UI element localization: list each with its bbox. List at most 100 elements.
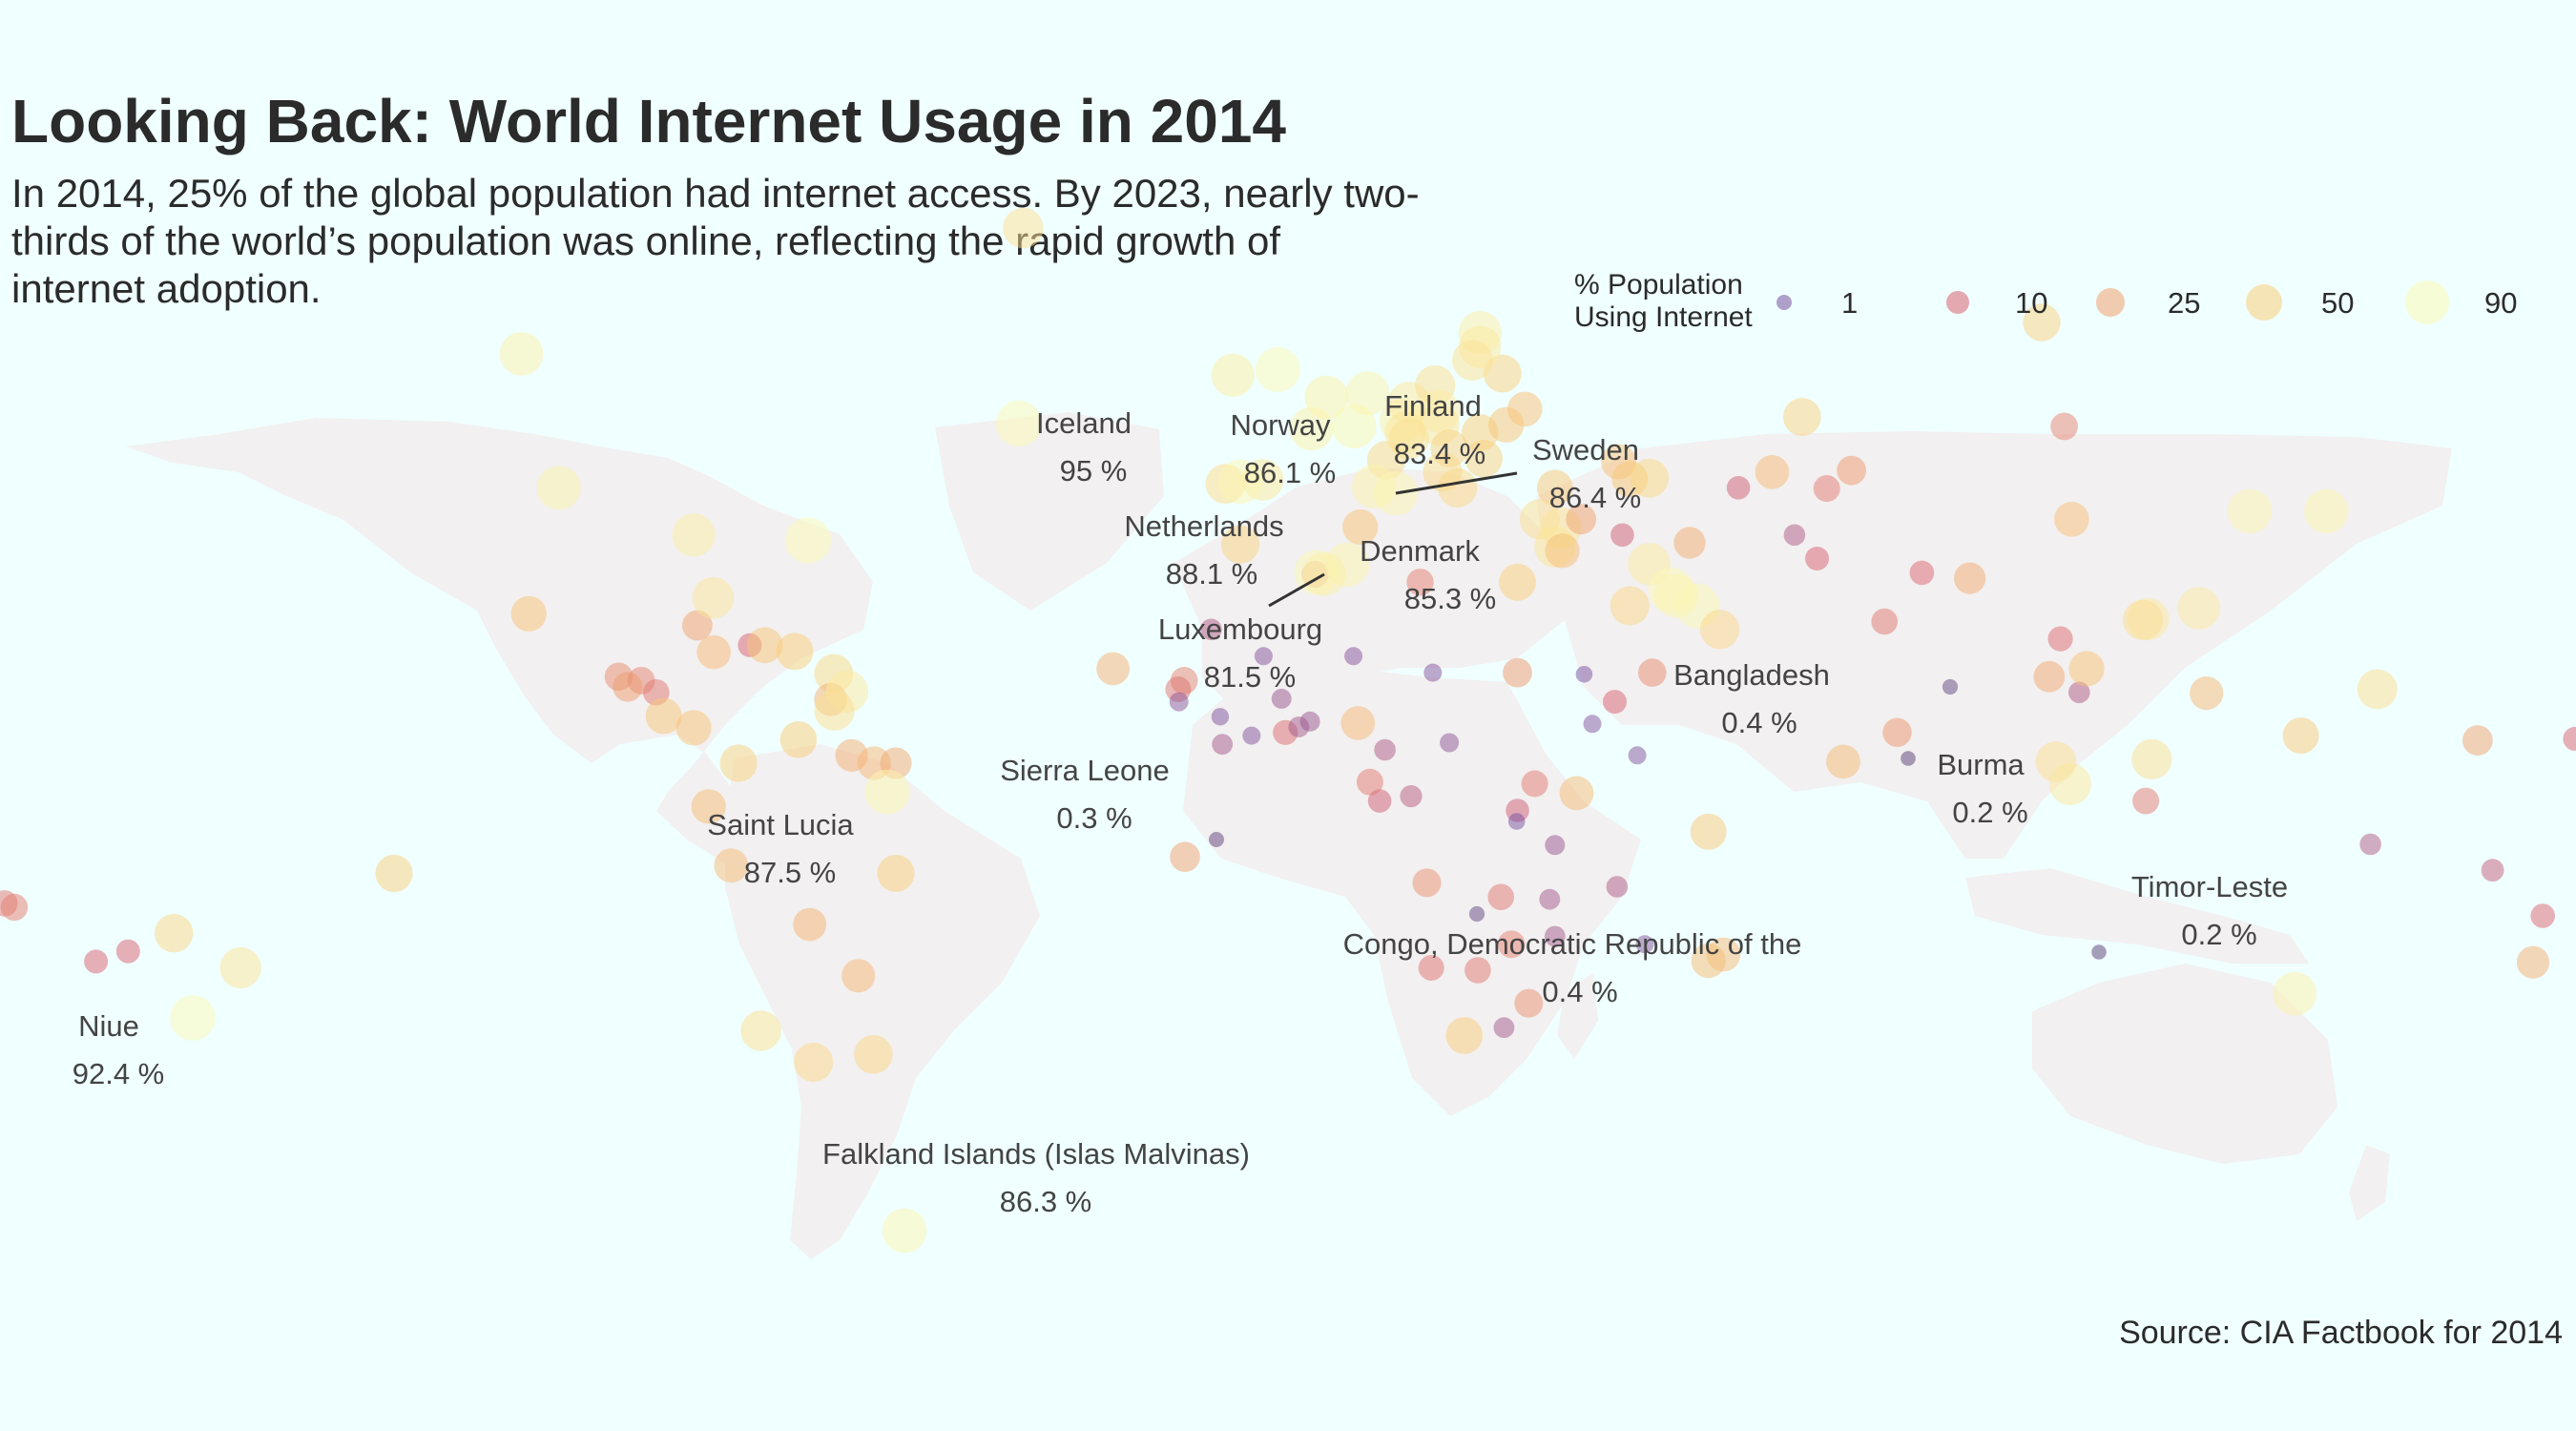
country-point: [1170, 841, 1200, 872]
country-point: [2359, 833, 2381, 856]
country-point: [613, 672, 643, 702]
country-point: [2068, 651, 2105, 687]
label-value-congo-drc: 0.4 %: [1542, 975, 1617, 1008]
country-point: [776, 633, 814, 671]
labeled-country-point: [1942, 678, 1959, 695]
country-point: [1220, 525, 1260, 564]
label-value-falkland-islands: 86.3 %: [1000, 1185, 1092, 1218]
southeast-asia-islands: [1965, 868, 2309, 964]
country-point: [2047, 626, 2073, 652]
country-point: [672, 513, 716, 557]
labeled-country-point: [1901, 751, 1916, 766]
country-point: [1340, 706, 1376, 740]
country-point: [746, 627, 783, 664]
country-point: [1783, 524, 1806, 547]
label-value-netherlands: 88.1 %: [1166, 557, 1258, 591]
country-point: [1406, 569, 1434, 596]
country-point: [1691, 944, 1726, 979]
country-point: [1610, 523, 1634, 548]
country-point: [794, 1042, 834, 1083]
country-point: [1423, 663, 1443, 682]
country-point: [1003, 207, 1044, 249]
country-point: [1200, 618, 1222, 641]
country-point: [2048, 762, 2091, 805]
country-point: [155, 914, 194, 953]
country-point: [1521, 770, 1548, 798]
label-name-burma: Burma: [1937, 748, 2025, 781]
sweden-leader-line: [1395, 471, 1518, 495]
madagascar-landmass: [1557, 973, 1598, 1059]
country-point: [1782, 398, 1821, 436]
country-point: [1418, 955, 1444, 981]
label-value-niue: 92.4 %: [73, 1057, 165, 1090]
country-point: [1096, 652, 1130, 686]
label-name-bangladesh: Bangladesh: [1673, 658, 1830, 692]
country-point: [645, 697, 682, 735]
country-point: [1242, 726, 1261, 745]
country-point: [1255, 346, 1300, 393]
country-point: [1603, 690, 1627, 715]
legend-swatch-50: [2246, 284, 2282, 321]
country-point: [1726, 476, 1751, 500]
country-point: [740, 1010, 781, 1051]
country-point: [1545, 533, 1580, 569]
labeled-country-point: [864, 769, 910, 815]
country-point: [1211, 708, 1230, 726]
country-point: [1304, 375, 1349, 420]
connector-lines: [1268, 471, 1518, 608]
label-name-finland: Finland: [1384, 389, 1482, 423]
country-point: [1440, 733, 1460, 753]
country-point: [1374, 738, 1396, 761]
label-name-sierra-leone: Sierra Leone: [1000, 754, 1170, 787]
labeled-country-point: [1209, 832, 1224, 847]
country-point: [1211, 353, 1255, 397]
country-point: [1638, 658, 1667, 687]
label-name-timor-leste: Timor-Leste: [2131, 870, 2288, 903]
country-point: [1635, 935, 1654, 954]
labeled-country-point: [1468, 905, 1485, 923]
country-point: [1628, 746, 1647, 765]
country-point: [1212, 734, 1234, 756]
labeled-country-point: [1217, 459, 1263, 505]
map-title: Looking Back: World Internet Usage in 20…: [11, 87, 1286, 156]
country-point: [1332, 404, 1377, 449]
label-value-norway: 86.1 %: [1244, 456, 1337, 489]
country-point: [1610, 586, 1650, 626]
country-point: [1483, 354, 1522, 393]
country-point: [1503, 657, 1532, 688]
legend-label-1: 1: [1841, 286, 1858, 320]
country-point: [1583, 715, 1602, 734]
country-point: [1400, 785, 1423, 808]
country-point: [814, 690, 855, 731]
country-point: [2273, 971, 2317, 1016]
label-value-bangladesh: 0.4 %: [1721, 706, 1797, 739]
country-point: [793, 907, 827, 942]
europe-landmass: [1174, 467, 1565, 706]
label-name-niue: Niue: [78, 1009, 139, 1043]
country-point: [2357, 669, 2398, 710]
label-value-finland: 83.4 %: [1394, 437, 1486, 470]
country-point: [536, 466, 581, 510]
country-point: [1493, 1017, 1515, 1039]
labeled-country-point: [882, 1208, 927, 1254]
label-name-denmark: Denmark: [1360, 534, 1480, 568]
country-point: [692, 577, 735, 619]
country-point: [1826, 744, 1860, 779]
country-points-layer: [0, 207, 2576, 1254]
labeled-country-point: [170, 995, 216, 1041]
south-america-landmass: [725, 744, 1040, 1259]
country-point: [2023, 303, 2061, 342]
country-point: [1465, 440, 1503, 478]
country-point: [2530, 903, 2555, 928]
country-point: [2177, 587, 2221, 630]
country-point: [1271, 688, 1292, 709]
country-point: [1356, 768, 1383, 796]
country-point: [2228, 488, 2273, 534]
country-point: [1909, 560, 1935, 586]
legend-swatch-90: [2405, 280, 2449, 324]
country-point: [1699, 610, 1740, 650]
label-value-sierra-leone: 0.3 %: [1056, 801, 1132, 835]
country-point: [2050, 412, 2079, 441]
country-point: [1388, 418, 1429, 460]
country-point: [1497, 930, 1526, 959]
